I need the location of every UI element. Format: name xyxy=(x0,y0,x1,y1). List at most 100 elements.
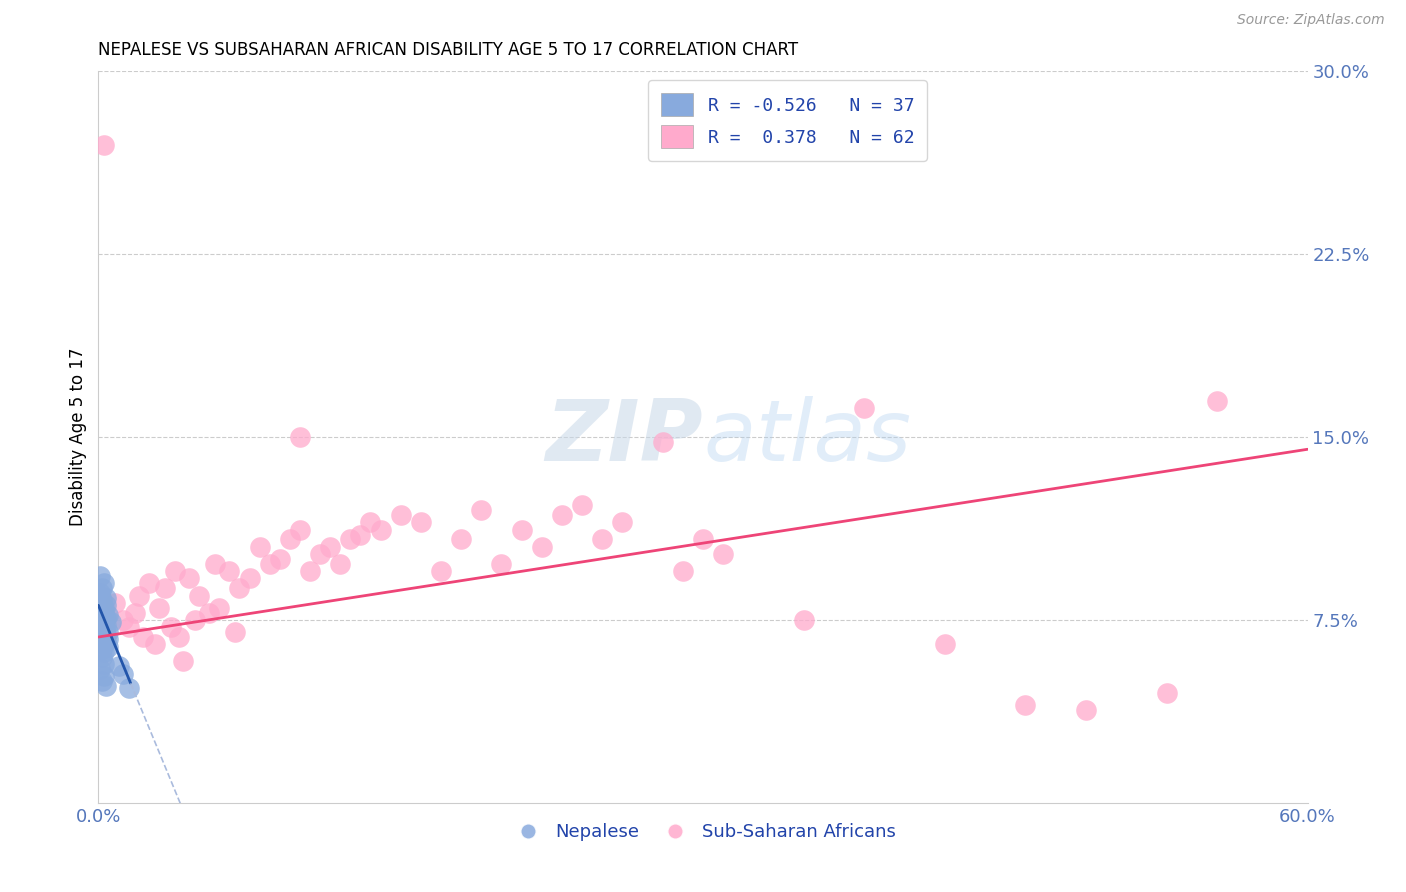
Y-axis label: Disability Age 5 to 17: Disability Age 5 to 17 xyxy=(69,348,87,526)
Point xyxy=(571,499,593,513)
Point xyxy=(132,630,155,644)
Point xyxy=(259,557,281,571)
Point xyxy=(389,508,412,522)
Point xyxy=(184,613,207,627)
Point xyxy=(692,533,714,547)
Point xyxy=(153,581,176,595)
Point xyxy=(1206,393,1229,408)
Point xyxy=(491,557,513,571)
Point xyxy=(89,662,111,676)
Point xyxy=(93,606,115,620)
Point xyxy=(179,572,201,586)
Point xyxy=(89,589,111,603)
Point xyxy=(148,600,170,615)
Point xyxy=(530,540,553,554)
Point xyxy=(91,642,114,657)
Point xyxy=(111,613,134,627)
Point xyxy=(249,540,271,554)
Point xyxy=(430,564,453,578)
Point xyxy=(309,547,332,561)
Point xyxy=(91,603,114,617)
Point xyxy=(329,557,352,571)
Point xyxy=(97,632,120,647)
Point xyxy=(93,657,115,671)
Point xyxy=(299,564,322,578)
Point xyxy=(96,635,118,649)
Point xyxy=(93,620,115,634)
Point xyxy=(91,581,114,595)
Point xyxy=(97,625,120,640)
Point xyxy=(470,503,492,517)
Point xyxy=(96,610,118,624)
Point xyxy=(450,533,472,547)
Text: Source: ZipAtlas.com: Source: ZipAtlas.com xyxy=(1237,13,1385,28)
Text: atlas: atlas xyxy=(703,395,911,479)
Point xyxy=(96,591,118,605)
Point xyxy=(239,572,262,586)
Point xyxy=(107,659,129,673)
Legend: Nepalese, Sub-Saharan Africans: Nepalese, Sub-Saharan Africans xyxy=(503,816,903,848)
Point xyxy=(96,627,118,641)
Point xyxy=(93,645,115,659)
Point xyxy=(96,617,118,632)
Point xyxy=(93,637,115,651)
Point xyxy=(91,613,114,627)
Point xyxy=(89,596,111,610)
Point xyxy=(93,600,115,615)
Point xyxy=(97,640,120,654)
Point xyxy=(349,527,371,541)
Point xyxy=(672,564,695,578)
Point xyxy=(93,669,115,683)
Point xyxy=(93,137,115,152)
Point xyxy=(91,630,114,644)
Point xyxy=(591,533,613,547)
Point xyxy=(143,637,166,651)
Point xyxy=(409,516,432,530)
Point xyxy=(339,533,361,547)
Point xyxy=(100,615,122,630)
Point xyxy=(218,564,240,578)
Point xyxy=(118,620,141,634)
Point xyxy=(224,625,246,640)
Point xyxy=(228,581,250,595)
Point xyxy=(91,593,114,607)
Point xyxy=(934,637,956,651)
Point xyxy=(172,654,194,668)
Text: NEPALESE VS SUBSAHARAN AFRICAN DISABILITY AGE 5 TO 17 CORRELATION CHART: NEPALESE VS SUBSAHARAN AFRICAN DISABILIT… xyxy=(98,41,799,59)
Point xyxy=(853,401,876,415)
Point xyxy=(93,576,115,591)
Point xyxy=(118,681,141,696)
Point xyxy=(163,564,186,578)
Point xyxy=(711,547,734,561)
Point xyxy=(360,516,382,530)
Point xyxy=(138,576,160,591)
Point xyxy=(188,589,211,603)
Point xyxy=(96,599,118,613)
Point xyxy=(97,608,120,623)
Point xyxy=(651,434,673,449)
Point xyxy=(793,613,815,627)
Point xyxy=(167,630,190,644)
Point xyxy=(288,430,311,444)
Point xyxy=(1156,686,1178,700)
Point xyxy=(124,606,146,620)
Point xyxy=(612,516,634,530)
Point xyxy=(89,569,111,583)
Point xyxy=(1014,698,1036,713)
Point xyxy=(510,523,533,537)
Point xyxy=(160,620,183,634)
Point xyxy=(128,589,150,603)
Text: ZIP: ZIP xyxy=(546,395,703,479)
Point xyxy=(370,523,392,537)
Point xyxy=(93,623,115,637)
Point xyxy=(91,649,114,664)
Point xyxy=(96,679,118,693)
Point xyxy=(551,508,574,522)
Point xyxy=(269,552,291,566)
Point xyxy=(204,557,226,571)
Point xyxy=(288,523,311,537)
Point xyxy=(319,540,342,554)
Point xyxy=(89,586,111,600)
Point xyxy=(91,673,114,688)
Point xyxy=(278,533,301,547)
